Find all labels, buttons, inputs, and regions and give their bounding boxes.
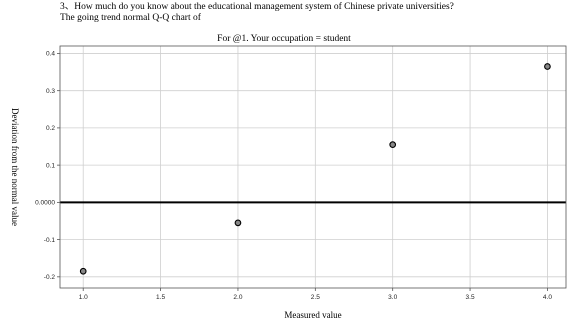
- y-tick-label: 0.3: [46, 88, 55, 95]
- chart-subtitle: For @1. Your occupation = student: [217, 34, 351, 44]
- x-tick-label: 3.5: [466, 294, 475, 301]
- data-point: [544, 63, 551, 70]
- data-point: [79, 267, 87, 275]
- y-tick-label: -0.1: [44, 237, 56, 244]
- axis-ticks: 1.0 1.5 2.0 2.5 3.0 3.5 4.0 -0.2 -0.1 0.0000 0.1 0.…: [35, 51, 552, 301]
- y-tick-label: 0.2: [46, 125, 55, 132]
- y-tick-label: 0.1: [46, 162, 55, 169]
- x-tick-label: 2.0: [233, 294, 242, 301]
- chart-title-line-2: The going trend normal Q-Q chart of: [60, 13, 201, 23]
- plot-frame: [59, 45, 567, 289]
- data-points: [79, 63, 551, 275]
- x-tick-label: 1.5: [156, 294, 165, 301]
- x-tick-label: 1.0: [79, 294, 88, 301]
- chart-title: 3、How much do you know about the educati…: [60, 2, 454, 24]
- grid-lines: [60, 46, 566, 288]
- chart-title-line-1: 3、How much do you know about the educati…: [60, 2, 454, 12]
- x-axis-title: Measured value: [284, 310, 341, 320]
- y-axis-title: Deviation from the normal value: [10, 108, 20, 226]
- data-point: [234, 219, 242, 227]
- x-tick-label: 2.5: [311, 294, 320, 301]
- x-tick-label: 4.0: [543, 294, 552, 301]
- x-tick-label: 3.0: [388, 294, 397, 301]
- y-tick-label: 0.0000: [35, 200, 55, 207]
- y-tick-label: 0.4: [46, 51, 55, 58]
- y-tick-label: -0.2: [44, 274, 56, 281]
- data-point: [389, 141, 397, 149]
